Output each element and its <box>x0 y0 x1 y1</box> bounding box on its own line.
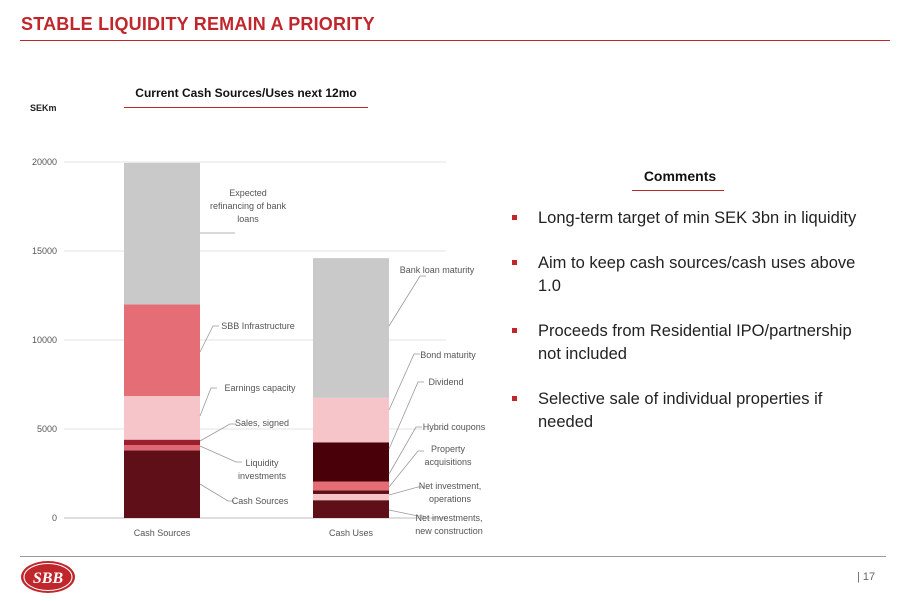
annotation-line: investments <box>238 471 287 481</box>
annotation-line: Cash Sources <box>232 496 289 506</box>
annotation-label: Liquidity investments <box>238 458 287 481</box>
annotation-line: operations <box>429 494 472 504</box>
comment-item: Aim to keep cash sources/cash uses above… <box>512 252 872 298</box>
bar-segment <box>124 162 200 305</box>
annotation-line: Liquidity <box>245 458 279 468</box>
leader-line <box>199 483 234 502</box>
chart-title-underline <box>124 107 368 108</box>
y-tick-label: 0 <box>52 513 57 523</box>
annotation-label: Sales, signed <box>235 418 289 428</box>
bullet-square-icon <box>512 396 517 401</box>
bar-segment <box>313 397 389 443</box>
leader-line <box>199 387 217 417</box>
comment-text: Selective sale of individual properties … <box>538 390 823 431</box>
leader-line <box>199 423 236 442</box>
annotation-line: acquisitions <box>424 457 472 467</box>
bullet-square-icon <box>512 260 517 265</box>
leader-line <box>388 426 422 475</box>
annotation-line: Dividend <box>428 377 463 387</box>
annotation-label: Net investment, operations <box>419 481 482 504</box>
x-tick-label: Cash Sources <box>134 528 191 538</box>
bullet-square-icon <box>512 328 517 333</box>
page-number: | 17 <box>857 571 876 583</box>
leader-line <box>388 381 424 450</box>
bar-segment <box>124 439 200 446</box>
annotation-line: Expected <box>229 188 267 198</box>
comment-item: Selective sale of individual properties … <box>512 388 872 434</box>
annotation-label: Hybrid coupons <box>423 422 486 432</box>
bar-segment <box>124 450 200 518</box>
annotation-line: loans <box>237 214 259 224</box>
leader-line <box>388 509 424 517</box>
bar-segment <box>313 258 389 398</box>
chart-title: Current Cash Sources/Uses next 12mo <box>135 86 357 100</box>
bar-segment <box>124 396 200 440</box>
leader-line <box>199 325 219 353</box>
bar-segment <box>313 481 389 491</box>
comments-list: Long-term target of min SEK 3bn in liqui… <box>512 207 872 456</box>
leader-line <box>388 450 424 488</box>
bar-segment <box>313 442 389 482</box>
bar-segment <box>313 500 389 518</box>
annotation-line: Hybrid coupons <box>423 422 486 432</box>
y-tick-label: 15000 <box>32 246 57 256</box>
annotation-line: SBB Infrastructure <box>221 321 295 331</box>
bar-segment <box>124 445 200 451</box>
logo-text: SBB <box>33 570 64 587</box>
annotation-line: Property <box>431 444 466 454</box>
annotation-line: refinancing of bank <box>210 201 287 211</box>
leader-line <box>388 275 426 327</box>
comment-text: Long-term target of min SEK 3bn in liqui… <box>538 209 857 227</box>
y-axis-label: SEKm <box>30 103 57 113</box>
title-divider <box>20 40 890 41</box>
x-tick-label: Cash Uses <box>329 528 374 538</box>
y-tick-label: 20000 <box>32 157 57 167</box>
comment-item: Long-term target of min SEK 3bn in liqui… <box>512 207 872 230</box>
sbb-logo: SBB <box>21 561 75 593</box>
annotation-label: SBB Infrastructure <box>221 321 295 331</box>
bar-segment <box>313 493 389 501</box>
comment-item: Proceeds from Residential IPO/partnershi… <box>512 320 872 366</box>
comment-text: Proceeds from Residential IPO/partnershi… <box>538 322 852 363</box>
leader-line <box>388 353 420 411</box>
annotation-label: Expected refinancing of bank loans <box>210 188 287 224</box>
slide-title: STABLE LIQUIDITY REMAIN A PRIORITY <box>21 14 375 34</box>
bar-segment <box>313 490 389 494</box>
annotation-line: Bond maturity <box>420 350 476 360</box>
annotation-line: Sales, signed <box>235 418 289 428</box>
annotation-label: Cash Sources <box>232 496 289 506</box>
leader-line <box>388 486 424 496</box>
y-tick-label: 5000 <box>37 424 57 434</box>
bullet-square-icon <box>512 215 517 220</box>
annotation-label: Bond maturity <box>420 350 476 360</box>
bar-segment <box>124 304 200 397</box>
annotation-line: Earnings capacity <box>224 383 296 393</box>
comments-underline <box>632 190 724 191</box>
annotation-line: Bank loan maturity <box>400 265 475 275</box>
annotation-line: Net investment, <box>419 481 482 491</box>
annotation-label: Bank loan maturity <box>400 265 475 275</box>
annotation-line: Net investments, <box>415 513 482 523</box>
annotation-label: Dividend <box>428 377 463 387</box>
annotation-label: Earnings capacity <box>224 383 296 393</box>
comments-title: Comments <box>643 168 717 184</box>
annotation-label: Property acquisitions <box>424 444 472 467</box>
annotation-label: Net investments, new construction <box>415 513 483 536</box>
annotation-line: new construction <box>415 526 483 536</box>
y-tick-label: 10000 <box>32 335 57 345</box>
comment-text: Aim to keep cash sources/cash uses above… <box>538 254 856 295</box>
footer-divider <box>20 556 886 557</box>
leader-line <box>199 445 242 463</box>
